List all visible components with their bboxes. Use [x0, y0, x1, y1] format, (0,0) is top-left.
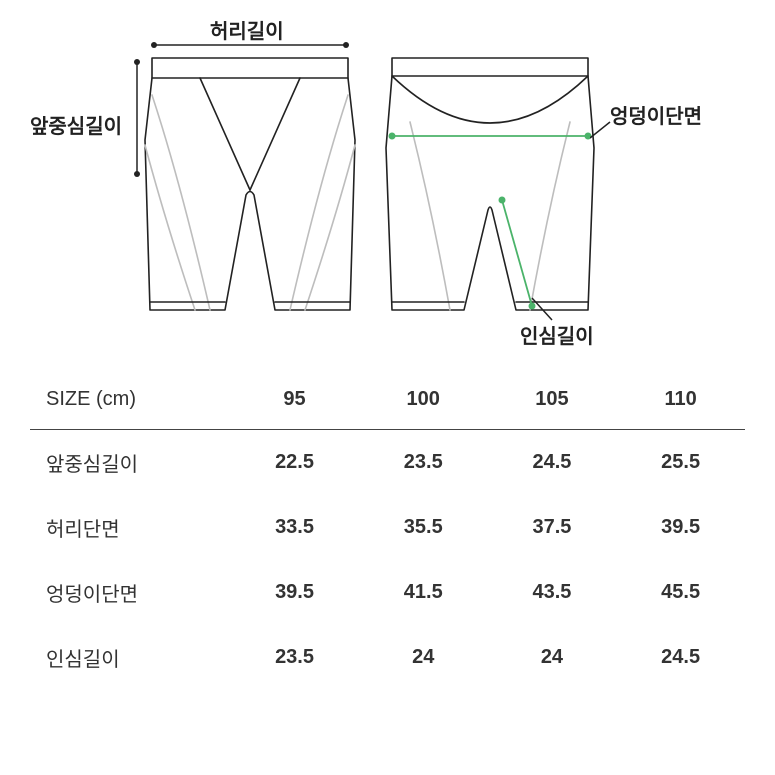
- header-size-label: SIZE (cm): [30, 370, 230, 430]
- header-col: 110: [616, 370, 745, 430]
- table-row: 앞중심길이 22.5 23.5 24.5 25.5: [30, 430, 745, 496]
- front-shorts-diagram: [140, 50, 360, 330]
- size-table-container: SIZE (cm) 95 100 105 110 앞중심길이 22.5 23.5…: [0, 360, 775, 690]
- header-col: 100: [359, 370, 488, 430]
- table-header-row: SIZE (cm) 95 100 105 110: [30, 370, 745, 430]
- row-label: 앞중심길이: [30, 430, 230, 496]
- pointer-hip: [590, 120, 616, 150]
- pointer-inseam: [530, 296, 556, 326]
- cell: 23.5: [359, 430, 488, 496]
- row-label: 인심길이: [30, 625, 230, 690]
- cell: 43.5: [488, 560, 617, 625]
- table-body: 앞중심길이 22.5 23.5 24.5 25.5 허리단면 33.5 35.5…: [30, 430, 745, 691]
- cell: 24: [488, 625, 617, 690]
- cell: 41.5: [359, 560, 488, 625]
- cell: 23.5: [230, 625, 359, 690]
- table-row: 허리단면 33.5 35.5 37.5 39.5: [30, 495, 745, 560]
- header-col: 105: [488, 370, 617, 430]
- cell: 37.5: [488, 495, 617, 560]
- size-table: SIZE (cm) 95 100 105 110 앞중심길이 22.5 23.5…: [30, 370, 745, 690]
- cell: 25.5: [616, 430, 745, 496]
- header-col: 95: [230, 370, 359, 430]
- cell: 35.5: [359, 495, 488, 560]
- cell: 33.5: [230, 495, 359, 560]
- back-shorts-diagram: [380, 50, 600, 330]
- diagram-area: 허리길이 앞중심길이: [0, 0, 775, 360]
- cell: 45.5: [616, 560, 745, 625]
- cell: 24: [359, 625, 488, 690]
- row-label: 허리단면: [30, 495, 230, 560]
- cell: 39.5: [230, 560, 359, 625]
- row-label: 엉덩이단면: [30, 560, 230, 625]
- table-row: 엉덩이단면 39.5 41.5 43.5 45.5: [30, 560, 745, 625]
- label-front-rise: 앞중심길이: [30, 110, 122, 139]
- cell: 24.5: [488, 430, 617, 496]
- cell: 22.5: [230, 430, 359, 496]
- label-hip: 엉덩이단면: [610, 100, 702, 129]
- table-row: 인심길이 23.5 24 24 24.5: [30, 625, 745, 690]
- cell: 39.5: [616, 495, 745, 560]
- cell: 24.5: [616, 625, 745, 690]
